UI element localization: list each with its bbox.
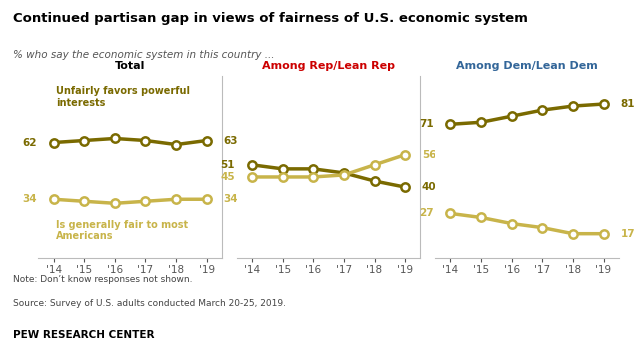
Text: 17: 17 [620, 229, 635, 239]
Text: PEW RESEARCH CENTER: PEW RESEARCH CENTER [13, 330, 154, 340]
Text: 51: 51 [221, 160, 235, 170]
Text: 34: 34 [22, 194, 37, 204]
Text: Continued partisan gap in views of fairness of U.S. economic system: Continued partisan gap in views of fairn… [13, 12, 528, 25]
Text: 27: 27 [419, 208, 434, 218]
Text: 56: 56 [422, 150, 436, 160]
Text: 45: 45 [221, 172, 235, 182]
Text: Is generally fair to most
Americans: Is generally fair to most Americans [56, 219, 188, 241]
Title: Among Rep/Lean Rep: Among Rep/Lean Rep [262, 61, 395, 71]
Text: Note: Don’t know responses not shown.: Note: Don’t know responses not shown. [13, 275, 192, 284]
Text: Source: Survey of U.S. adults conducted March 20-25, 2019.: Source: Survey of U.S. adults conducted … [13, 299, 286, 308]
Title: Among Dem/Lean Dem: Among Dem/Lean Dem [456, 61, 598, 71]
Text: % who say the economic system in this country ...: % who say the economic system in this co… [13, 50, 274, 60]
Text: 81: 81 [620, 99, 635, 109]
Text: 62: 62 [22, 138, 37, 148]
Text: Unfairly favors powerful
interests: Unfairly favors powerful interests [56, 86, 190, 108]
Text: 34: 34 [223, 194, 238, 204]
Text: 71: 71 [419, 119, 434, 129]
Title: Total: Total [115, 61, 145, 71]
Text: 63: 63 [223, 136, 238, 146]
Text: 40: 40 [422, 182, 436, 192]
